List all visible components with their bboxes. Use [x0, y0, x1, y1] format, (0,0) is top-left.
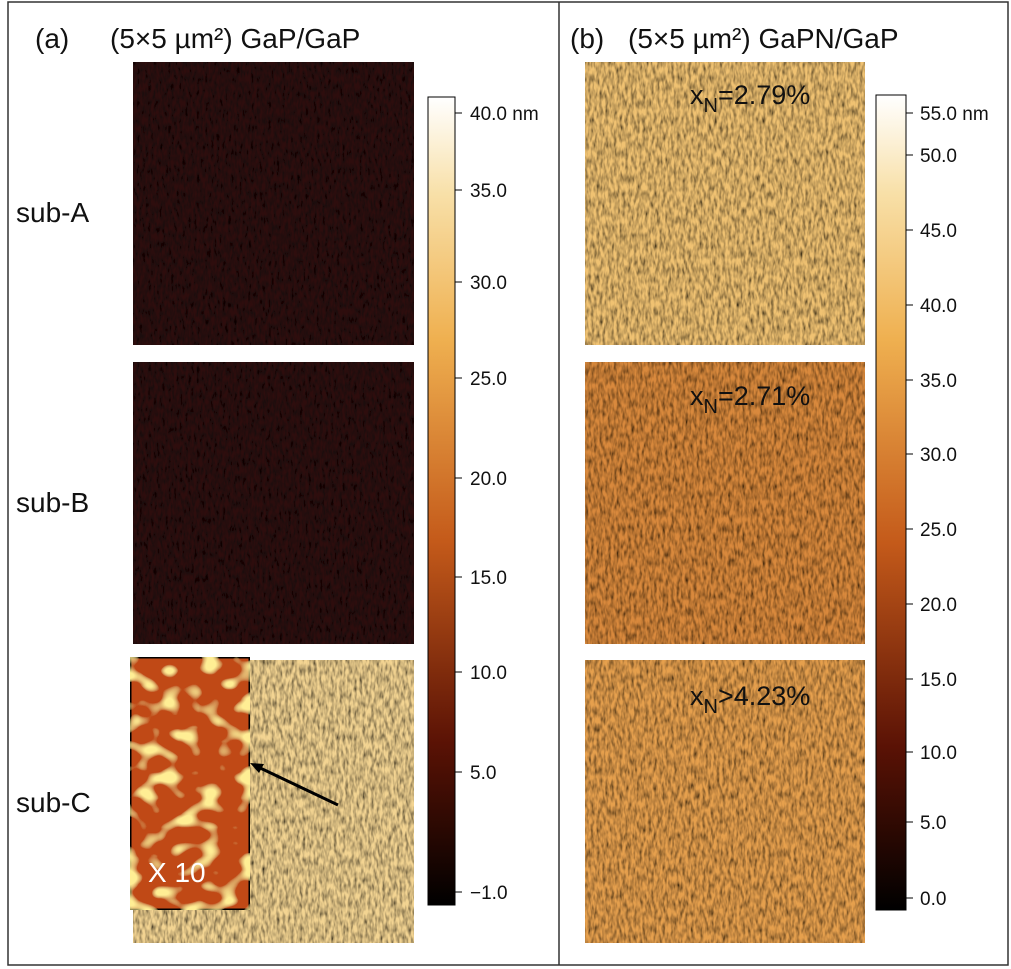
colorbar — [876, 95, 906, 910]
colorbar-label: 20.0 — [470, 469, 507, 490]
panel-label: (b) — [570, 23, 604, 54]
colorbar-label: 10.0 — [920, 743, 957, 764]
colorbar-label: 55.0 nm — [920, 104, 989, 125]
colorbar-label: 35.0 — [920, 371, 957, 392]
panel-label: (a) — [35, 23, 69, 54]
afm-image — [133, 62, 414, 345]
row-label: sub-B — [16, 487, 89, 518]
colorbar-label: 10.0 — [470, 663, 507, 684]
value: =2.79% — [718, 80, 810, 110]
colorbar-label: 15.0 — [920, 670, 957, 691]
subscript: N — [704, 95, 718, 117]
colorbar-label: 40.0 — [920, 296, 957, 317]
colorbar-label: 30.0 — [470, 273, 507, 294]
row-label: sub-C — [16, 787, 91, 818]
colorbar-label: 20.0 — [920, 595, 957, 616]
value: =2.71% — [718, 381, 810, 411]
subscript: N — [704, 396, 718, 418]
afm-image — [133, 362, 414, 644]
colorbar-label: 30.0 — [920, 445, 957, 466]
symbol: x — [690, 381, 704, 411]
colorbar-label: 5.0 — [470, 763, 496, 784]
colorbar — [428, 97, 455, 905]
colorbar-label: 5.0 — [920, 813, 946, 834]
colorbar-label: −1.0 — [470, 883, 508, 904]
colorbar-label: 35.0 — [470, 181, 507, 202]
colorbar-label: 45.0 — [920, 221, 957, 242]
panel-title: (5×5 µm²) GaPN/GaP — [628, 23, 899, 54]
inset-label: X 10 — [148, 857, 206, 888]
row-label: sub-A — [16, 197, 89, 228]
colorbar-label: 25.0 — [920, 520, 957, 541]
subscript: N — [704, 696, 718, 718]
colorbar-label: 25.0 — [470, 369, 507, 390]
value: >4.23% — [718, 681, 810, 711]
colorbar-label: 50.0 — [920, 146, 957, 167]
colorbar-label: 40.0 nm — [470, 104, 539, 125]
figure: (a) (5×5 µm²) GaP/GaP (b) (5×5 µm²) GaPN… — [0, 0, 1011, 969]
symbol: x — [690, 80, 704, 110]
colorbar-label: 15.0 — [470, 568, 507, 589]
panel-title: (5×5 µm²) GaP/GaP — [110, 23, 360, 54]
colorbar-label: 0.0 — [920, 889, 946, 910]
symbol: x — [690, 681, 704, 711]
